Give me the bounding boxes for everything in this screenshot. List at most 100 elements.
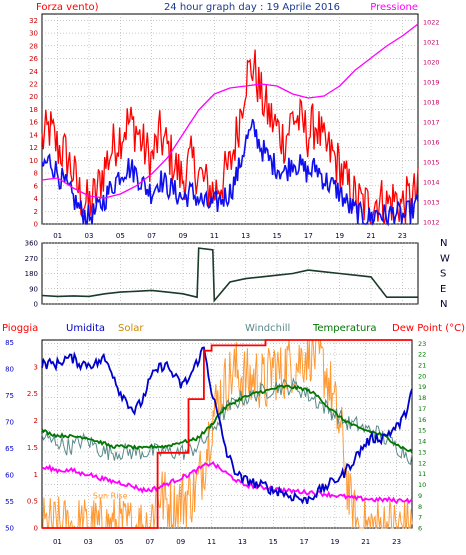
x-tick-label: 09 <box>179 232 188 240</box>
x-tick-label: 23 <box>398 232 407 240</box>
y-tick-label-left: 12 <box>29 144 38 152</box>
x-tick-label: 15 <box>273 232 282 240</box>
y-tick-label-left: 4 <box>34 195 39 203</box>
x-tick-label: 09 <box>176 538 185 546</box>
y-tick-label-left: 14 <box>29 131 38 139</box>
temperature-title: Temperatura <box>312 323 377 334</box>
y-tick-label-right: 16 <box>418 416 426 424</box>
compass-label: N <box>440 238 447 249</box>
pressure-title: Pressione <box>370 2 418 13</box>
y-tick-label-right: 1019 <box>423 79 440 87</box>
y-tick-label-right: 13 <box>418 448 426 456</box>
y-tick-label-right: 23 <box>418 340 426 348</box>
y-tick-label-humidity: 85 <box>5 339 14 347</box>
y-tick-label-right: 1012 <box>423 219 440 227</box>
windchill-title: Windchill <box>245 323 290 334</box>
y-tick-label-humidity: 65 <box>5 445 14 453</box>
x-tick-label: 11 <box>210 232 219 240</box>
y-tick-label-left: 32 <box>29 17 38 25</box>
compass-label: S <box>440 269 446 280</box>
y-tick-label-humidity: 50 <box>5 525 14 533</box>
y-tick-label-left: 18 <box>29 106 38 114</box>
rain-series-line <box>42 339 412 529</box>
x-tick-label: 07 <box>145 538 154 546</box>
y-tick-label-right: 8 <box>418 503 422 511</box>
y-tick-label-rain: 3 <box>34 363 38 371</box>
y-tick-label-right: 1013 <box>423 199 440 207</box>
x-tick-label: 21 <box>367 232 376 240</box>
y-tick-label-right: 1016 <box>423 139 440 147</box>
y-tick-label: 270 <box>25 255 38 263</box>
x-tick-label: 19 <box>335 232 344 240</box>
y-tick-label-left: 10 <box>29 157 38 165</box>
wind-series-line <box>41 118 419 227</box>
x-tick-label: 07 <box>147 232 156 240</box>
y-tick-label-right: 1014 <box>423 179 440 187</box>
y-tick-label: 360 <box>25 240 38 248</box>
y-tick-label-left: 2 <box>34 208 38 216</box>
rain-title: Pioggia <box>2 323 38 334</box>
y-tick-label-left: 6 <box>34 182 39 190</box>
y-tick-label-humidity: 75 <box>5 392 14 400</box>
y-tick-label-right: 14 <box>418 438 426 446</box>
y-tick-label-rain: 1 <box>34 471 38 479</box>
wind-direction-line <box>41 247 418 303</box>
y-tick-label-humidity: 80 <box>5 366 14 374</box>
y-tick-label-rain: 2 <box>34 417 38 425</box>
y-tick-label-right: 1018 <box>423 99 440 107</box>
y-tick-label-right: 1020 <box>423 59 440 67</box>
y-tick-label-right: 1017 <box>423 119 440 127</box>
y-tick-label-rain: 2.5 <box>27 390 38 398</box>
x-tick-label: 21 <box>361 538 370 546</box>
x-tick-label: 19 <box>330 538 339 546</box>
gust-series-line <box>41 49 419 226</box>
x-tick-label: 23 <box>392 538 401 546</box>
y-tick-label-right: 1022 <box>423 19 440 27</box>
y-tick-label-right: 15 <box>418 427 426 435</box>
windchill-series-line <box>41 377 413 466</box>
x-tick-label: 01 <box>53 232 62 240</box>
compass-label: E <box>440 284 446 295</box>
x-tick-label: 03 <box>85 232 94 240</box>
y-tick-label-humidity: 70 <box>5 419 14 427</box>
wind-pressure-chart: 0246810121416182022242628303210121013101… <box>29 13 440 240</box>
y-tick-label-left: 24 <box>29 68 38 76</box>
y-tick-label-right: 1015 <box>423 159 440 167</box>
y-tick-label-right: 22 <box>418 351 426 359</box>
compass-label: W <box>440 253 450 264</box>
x-tick-label: 13 <box>241 232 250 240</box>
dewpoint-title: Dew Point (°C) <box>392 323 465 334</box>
y-tick-label-right: 10 <box>418 481 426 489</box>
y-tick-label-left: 26 <box>29 55 38 63</box>
compass-label: N <box>440 299 447 310</box>
x-tick-label: 17 <box>304 232 313 240</box>
x-tick-label: 15 <box>269 538 278 546</box>
y-tick-label-rain: 1.5 <box>27 444 38 452</box>
y-tick-label-right: 9 <box>418 492 422 500</box>
y-tick-label-right: 7 <box>418 514 422 522</box>
y-tick-label: 0 <box>34 301 38 309</box>
y-tick-label-right: 12 <box>418 459 426 467</box>
x-tick-label: 11 <box>207 538 216 546</box>
x-tick-label: 05 <box>116 232 125 240</box>
y-tick-label-left: 20 <box>29 93 38 101</box>
y-tick-label-right: 21 <box>418 361 426 369</box>
y-tick-label: 180 <box>25 270 38 278</box>
y-tick-label-left: 22 <box>29 81 38 89</box>
rain-humidity-temperature-chart: 6789101112131415161718192021222300.511.5… <box>5 339 426 546</box>
pressure-series-line <box>41 23 419 199</box>
y-tick-label-right: 11 <box>418 470 426 478</box>
y-tick-label-rain: 0.5 <box>27 498 38 506</box>
x-tick-label: 17 <box>300 538 309 546</box>
y-tick-label: 90 <box>29 285 38 293</box>
top-chart-title: 24 hour graph day : 19 Aprile 2016 <box>164 2 340 13</box>
y-tick-label-right: 17 <box>418 405 426 413</box>
temperature-series-line <box>41 384 413 454</box>
y-tick-label-left: 0 <box>34 221 38 229</box>
humidity-title: Umidita <box>66 323 105 334</box>
y-tick-label-right: 1021 <box>423 39 440 47</box>
y-tick-label-left: 16 <box>29 119 38 127</box>
y-tick-label-right: 18 <box>418 394 426 402</box>
wind-speed-title: Forza vento) <box>36 2 99 13</box>
